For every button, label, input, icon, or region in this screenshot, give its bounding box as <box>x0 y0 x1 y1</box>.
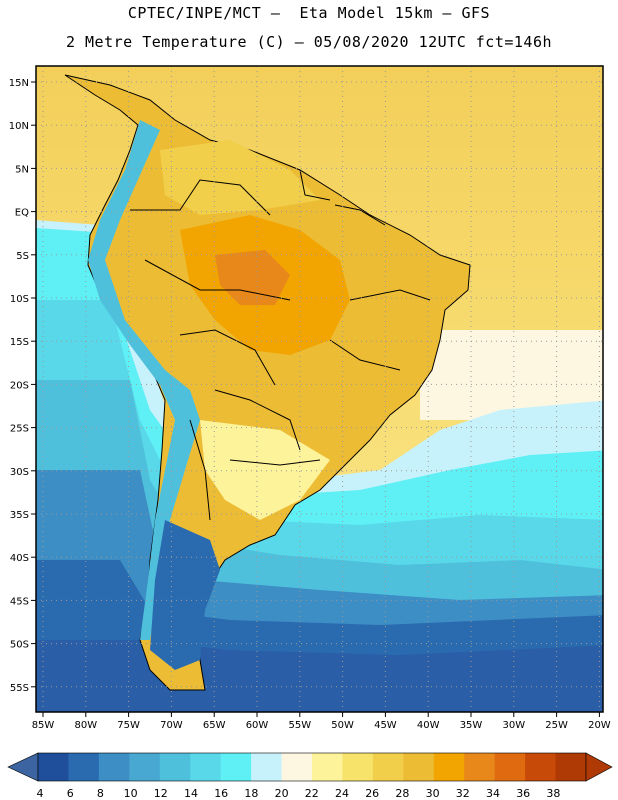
land-south-24 <box>200 420 330 520</box>
colorbar-label: 16 <box>214 787 228 800</box>
colorbar-swatch <box>190 753 222 781</box>
colorbar-label: 10 <box>124 787 138 800</box>
lat-label: 30S <box>10 467 29 478</box>
colorbar-swatch <box>312 753 343 781</box>
colorbar-label: 22 <box>305 787 319 800</box>
lon-label: 85W <box>32 720 55 731</box>
colorbar-swatch <box>159 753 191 781</box>
country-borders <box>130 169 431 521</box>
land-north-28 <box>160 140 320 215</box>
colorbar-label: 4 <box>37 787 44 800</box>
colorbar-swatch <box>372 753 404 781</box>
colorbar-label: 38 <box>546 787 560 800</box>
colorbar-label: 14 <box>184 787 198 800</box>
colorbar-swatch <box>433 753 465 781</box>
patagonia-cold <box>150 520 220 670</box>
colorbar-label: 6 <box>67 787 74 800</box>
lat-label: 50S <box>10 640 29 651</box>
colorbar-swatch <box>555 753 587 781</box>
colorbar-label: 8 <box>97 787 104 800</box>
colorbar-swatch <box>129 753 161 781</box>
colorbar-right-arrow <box>585 752 613 782</box>
colorbar-label: 30 <box>426 787 440 800</box>
lon-label: 70W <box>160 720 183 731</box>
colorbar-label: 24 <box>335 787 349 800</box>
colorbar-swatch <box>403 753 435 781</box>
colorbar-swatch <box>525 753 557 781</box>
lon-label: 60W <box>246 720 269 731</box>
lon-label: 55W <box>288 720 311 731</box>
colorbar-label: 36 <box>516 787 530 800</box>
map-title-line-2: 2 Metre Temperature (C) – 05/08/2020 12U… <box>65 33 553 51</box>
andes-cold-strip <box>88 120 200 640</box>
lat-label: 55S <box>10 683 29 694</box>
lon-label: 65W <box>203 720 226 731</box>
colorbar-label: 26 <box>365 787 379 800</box>
colorbar-swatch <box>98 753 130 781</box>
map-title-line-1: CPTEC/INPE/MCT – Eta Model 15km – GFS <box>127 4 491 22</box>
colorbar-swatch <box>68 753 100 781</box>
colorbar-swatch <box>281 753 313 781</box>
land-core-32-34 <box>215 250 290 305</box>
longitude-axis: 85W 80W 75W 70W 65W 60W 55W 50W 45W 40W 35W 30W 25W 2… <box>32 712 611 731</box>
lat-label: 35S <box>10 510 29 521</box>
colorbar: 4 6 8 10 12 14 16 18 20 22 24 26 28 30 32 34 36 38 <box>7 752 613 800</box>
lat-label: 45S <box>10 596 29 607</box>
colorbar-left-arrow <box>7 752 39 782</box>
colorbar-swatch <box>251 753 283 781</box>
lat-label: 5N <box>15 164 29 175</box>
lon-label: 30W <box>502 720 525 731</box>
colorbar-label: 12 <box>154 787 168 800</box>
latitude-axis: 15N 10N 5N EQ 5S 10S 15S 20S 25S 30S 35S 40S 45S 50S 5… <box>9 78 36 694</box>
lat-label: 15S <box>10 337 29 348</box>
lat-label: EQ <box>15 208 29 219</box>
lat-label: 15N <box>9 78 29 89</box>
lon-label: 20W <box>588 720 611 731</box>
colorbar-swatch <box>220 753 252 781</box>
map-field <box>36 66 603 712</box>
lon-label: 40W <box>417 720 440 731</box>
colorbar-label: 20 <box>275 787 289 800</box>
colorbar-swatch <box>342 753 374 781</box>
lon-label: 35W <box>460 720 483 731</box>
lat-label: 10N <box>9 121 29 132</box>
colorbar-swatch <box>38 753 69 781</box>
colorbar-label: 32 <box>456 787 470 800</box>
lon-label: 45W <box>374 720 397 731</box>
colorbar-label: 18 <box>244 787 258 800</box>
lat-label: 20S <box>10 380 29 391</box>
lon-label: 75W <box>117 720 140 731</box>
lat-label: 10S <box>10 294 29 305</box>
lon-label: 50W <box>331 720 354 731</box>
colorbar-label: 34 <box>486 787 500 800</box>
lat-label: 5S <box>16 251 29 262</box>
lon-label: 25W <box>545 720 568 731</box>
colorbar-swatch <box>464 753 496 781</box>
lat-label: 25S <box>10 424 29 435</box>
colorbar-swatch <box>494 753 526 781</box>
lat-label: 40S <box>10 553 29 564</box>
colorbar-label: 28 <box>395 787 409 800</box>
map-frame <box>35 65 604 713</box>
lon-label: 80W <box>74 720 97 731</box>
